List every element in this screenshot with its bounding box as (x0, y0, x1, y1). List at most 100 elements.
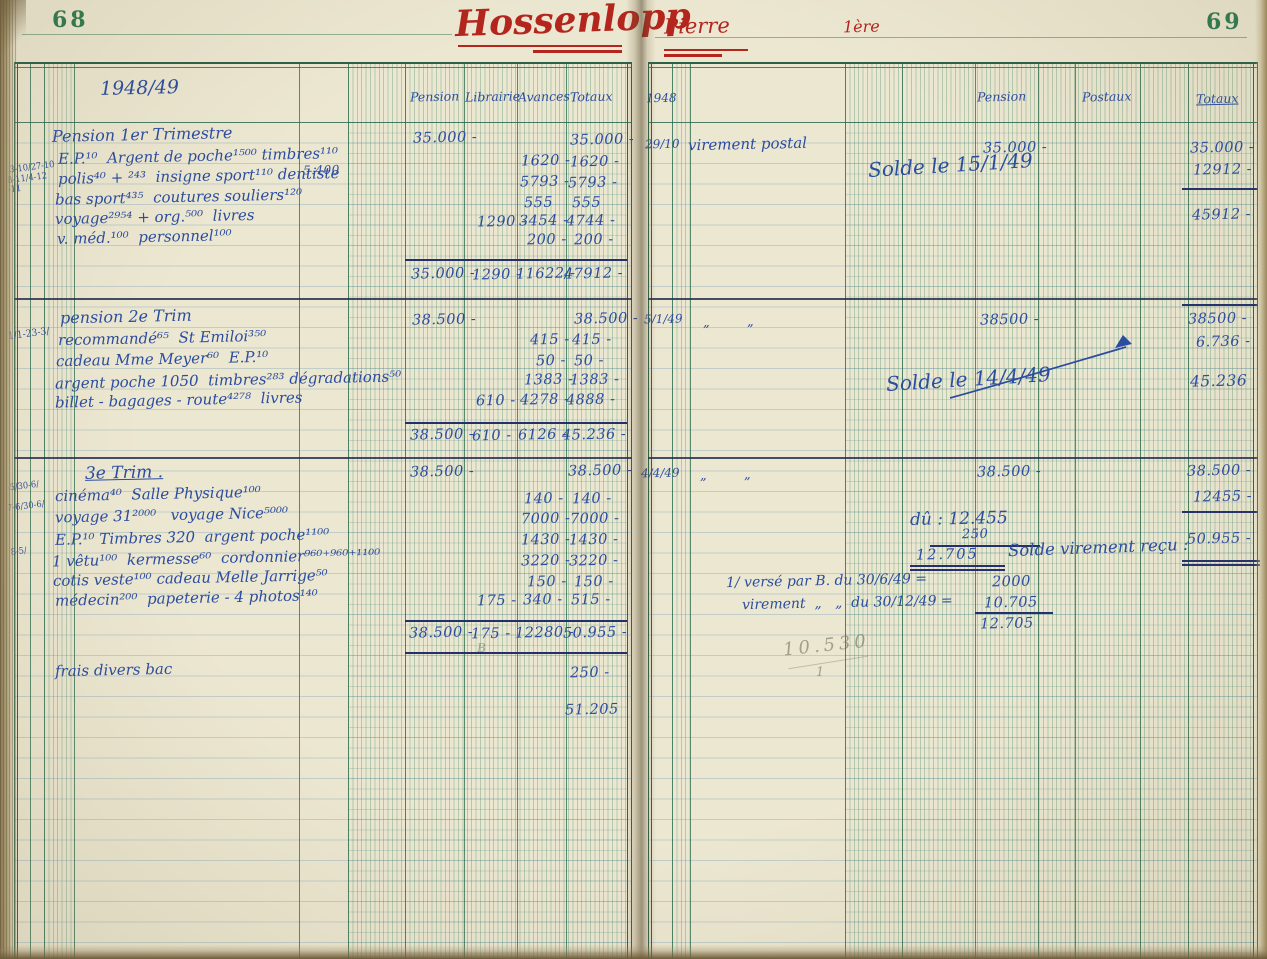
entry-description: voyage 31²⁰⁰⁰ voyage Nice⁵⁰⁰⁰ (54, 503, 289, 527)
column-line (1038, 64, 1039, 959)
column-line (1140, 64, 1141, 959)
margin-date: 6-11 (2, 183, 22, 197)
solde-note: Solde le 15/1/49 (867, 147, 1034, 183)
entry-description: virement postal (687, 133, 808, 155)
amount-total: 150 - (573, 573, 614, 591)
ledger-subtitle: Pierre (663, 13, 730, 39)
page-number-right: 69 (1206, 9, 1243, 35)
column-line (30, 64, 31, 959)
entry-description: voyage²⁹⁵⁴ + org.⁵⁰⁰ livres (54, 205, 255, 229)
column-line (690, 64, 691, 959)
amount-total: 35.000 - (1189, 139, 1255, 157)
entry-description: cadeau Mme Meyer⁶⁰ E.P.¹⁰ (55, 347, 269, 371)
sub-amount: 12.705 (915, 546, 979, 564)
grand-total: 51.205 (564, 701, 619, 719)
entry-description: 1 vêtu¹⁰⁰ kermesse⁶⁰ cordonnier⁹⁶⁰⁺⁹⁶⁰⁺¹… (51, 545, 381, 571)
entry-description: Pension 1er Trimestre (51, 123, 233, 146)
column-line (299, 64, 300, 959)
column-line (517, 64, 518, 959)
total-rule (1182, 304, 1258, 306)
title-underline (458, 45, 622, 47)
total-rule (405, 259, 627, 261)
ditto-marks: „ „ (699, 467, 751, 484)
section-separator (14, 298, 632, 300)
total-rule (1182, 564, 1260, 566)
column-line (44, 64, 45, 959)
amount-total: 1620 - (569, 153, 620, 171)
amount-avances: 50 - (535, 352, 567, 370)
entry-date: 4/4/49 (640, 465, 680, 481)
amount-total: 515 - (570, 591, 611, 609)
col-header-totaux: Totaux (1195, 90, 1239, 107)
amount-avances: 140 - (523, 490, 564, 508)
sub-rule (910, 569, 1005, 571)
header-row-line (14, 122, 632, 123)
year-label: 1948 (645, 90, 677, 106)
entry-description: 3e Trim . (84, 462, 164, 484)
amount-total: 140 - (571, 490, 612, 508)
entry-description: billet - bagages - route⁴²⁷⁸ livres (54, 388, 303, 412)
total-rule (1182, 511, 1258, 513)
amount-pension: 38.500 - (411, 311, 477, 329)
amount-avances: 7000 - (520, 510, 571, 528)
total-librairie: 610 - (471, 427, 512, 445)
column-line (672, 64, 673, 959)
ledger-title: Hossenlopp (454, 0, 692, 46)
entry-description: médecin²⁰⁰ papeterie - 4 photos¹⁴⁰ (54, 586, 318, 610)
ruling-fine-strip (672, 64, 690, 959)
col-header-pension: Pension (409, 88, 460, 105)
total-rule (405, 652, 627, 654)
entry-date: 29/10 (644, 136, 680, 152)
sub-rule (910, 565, 1005, 567)
amount-total: 4744 - (565, 212, 616, 230)
total-rule (1182, 560, 1260, 562)
entry-description: v. méd.¹⁰⁰ personnel¹⁰⁰ (56, 226, 232, 248)
col-header-pension: Pension (976, 88, 1027, 105)
amount-total: 50 - (573, 352, 605, 370)
amount-avances: 555 (523, 194, 554, 212)
table-top-border (14, 67, 632, 68)
subtitle-underline (664, 49, 748, 51)
payment-note: 1/ versé par B. du 30/6/49 = (725, 570, 928, 592)
total-avances: 6126 - (517, 426, 568, 444)
amount-pension: 38.500 - (976, 463, 1042, 481)
sub-rule (975, 612, 1053, 614)
margin-date: 8-5/ (10, 546, 28, 558)
col-header-totaux: Totaux (569, 88, 613, 105)
balance-amount: 45912 - (1191, 206, 1252, 224)
amount-avances: 415 - (529, 331, 570, 349)
amount-avances: 3220 - (520, 552, 571, 570)
section-separator (648, 298, 1258, 300)
title-underline-2 (533, 50, 622, 53)
amount-avances: 1383 - (523, 371, 574, 389)
col-header-avances: Avances (517, 88, 571, 105)
payment-note: virement „ „ du 30/12/49 = (741, 592, 953, 614)
pencil-note: B (476, 640, 486, 656)
year-label: 1948/49 (99, 76, 180, 100)
amount-total: 6.736 - (1195, 333, 1251, 351)
amount-avances: 5793 - (519, 173, 570, 191)
amount-total: 200 - (573, 231, 614, 249)
page-left: 1948/49 Pension Librairie Avances Totaux… (1, 62, 638, 959)
total-rule (405, 422, 627, 424)
header-rule-right (655, 37, 1247, 38)
page-corner-shadow (0, 0, 26, 60)
page-number-left: 68 (52, 7, 89, 33)
col-header-postaux: Postaux (1081, 88, 1132, 105)
total-pension: 35.000 - (410, 265, 476, 283)
total-totaux: 50.955 - (562, 624, 628, 642)
column-line (348, 64, 349, 959)
amount-total: 7000 - (569, 510, 620, 528)
entry-description: cinéma⁴⁰ Salle Physique¹⁰⁰ (54, 482, 261, 506)
amount-total: 38500 - (1187, 310, 1248, 328)
entry-description: frais divers bac (54, 659, 173, 681)
col-header-librairie: Librairie (464, 88, 521, 105)
balance-amount: 45.236 (1189, 371, 1248, 391)
subtitle-underline-2 (664, 54, 722, 57)
column-line (975, 64, 976, 959)
entry-description: bas sport⁴³⁵ coutures souliers¹²⁰ (54, 185, 303, 209)
margin-date: 4-5/30-6/ (1, 479, 40, 495)
page-border (627, 64, 628, 959)
amount-total: 250 - (569, 664, 610, 682)
amount-avances: 340 - (522, 591, 563, 609)
